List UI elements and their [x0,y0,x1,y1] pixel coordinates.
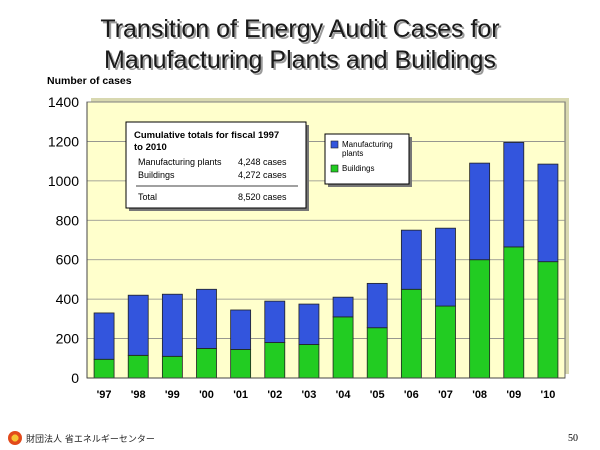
y-tick-label: 0 [71,370,79,386]
logo-emblem-icon [8,431,22,445]
bar-segment-buildings [230,349,252,379]
y-tick-label: 600 [56,252,80,268]
bar-segment-buildings [298,344,320,379]
x-tick-label: '98 [131,389,146,401]
x-tick-label: '03 [301,389,316,401]
y-tick-label: 200 [56,331,80,347]
bar-segment-manufacturing-plants [230,309,252,350]
organization-logo: 財団法人 省エネルギーセンター [8,431,155,445]
bar-segment-buildings [196,348,217,379]
bar-segment-manufacturing-plants [469,162,491,261]
y-tick-label: 400 [56,291,80,307]
summary-row-value: 4,248 cases [238,157,287,167]
x-tick-label: '08 [472,389,487,401]
x-tick-label: '07 [438,389,453,401]
bar-segment-buildings [537,261,559,379]
bar-segment-buildings [264,342,286,379]
slide-title-line-1: Transition of Energy Audit Cases for [100,15,500,43]
summary-row-value: 4,272 cases [238,170,287,180]
bar-segment-buildings [93,358,115,379]
bar-segment-buildings [161,355,183,379]
bar-segment-manufacturing-plants [400,229,422,290]
x-tick-label: '99 [165,389,180,401]
y-tick-label: 1000 [48,173,79,189]
slide-title-line-2: Manufacturing Plants and Buildings [104,46,496,74]
summary-total-value: 8,520 cases [238,192,287,202]
y-tick-label: 800 [56,212,80,228]
legend-label-cont: plants [342,149,363,158]
bar-segment-manufacturing-plants [264,300,286,343]
legend-swatch [330,140,339,149]
x-tick-label: '02 [267,389,282,401]
x-tick-label: '10 [540,389,555,401]
bar-segment-manufacturing-plants [435,227,456,307]
bar-segment-buildings [400,288,422,379]
bar-segment-buildings [127,354,149,379]
x-tick-label: '04 [336,389,352,401]
slide-title: Transition of Energy Audit Cases for Man… [0,14,600,76]
legend-label: Buildings [342,164,374,173]
bar-segment-manufacturing-plants [366,282,388,329]
y-tick-label: 1400 [48,94,79,110]
organization-name: 財団法人 省エネルギーセンター [26,434,155,445]
bar-segment-manufacturing-plants [93,312,115,360]
x-tick-label: '00 [199,389,214,401]
x-tick-label: '05 [370,389,385,401]
page-number: 50 [568,433,578,444]
x-tick-label: '01 [233,389,248,401]
bar-segment-manufacturing-plants [161,293,183,357]
x-tick-label: '06 [404,389,419,401]
bar-segment-manufacturing-plants [298,303,320,345]
x-tick-label: '09 [506,389,521,401]
summary-row-label: Buildings [138,170,175,180]
bar-segment-manufacturing-plants [127,294,149,356]
bar-segment-manufacturing-plants [196,288,217,349]
summary-heading-cont: to 2010 [134,142,167,153]
bar-segment-manufacturing-plants [537,163,559,263]
y-axis-label: Number of cases [47,75,132,87]
bar-segment-manufacturing-plants [503,142,525,248]
bar-segment-buildings [503,246,525,379]
bar-segment-buildings [435,305,456,379]
legend-swatch [330,164,339,173]
y-tick-label: 1200 [48,133,79,149]
summary-heading: Cumulative totals for fiscal 1997 [134,130,279,141]
bar-segment-manufacturing-plants [332,296,354,318]
bar-segment-buildings [469,259,491,379]
legend-label: Manufacturing [342,140,393,149]
bar-segment-buildings [366,327,388,379]
summary-total-label: Total [138,192,157,202]
x-tick-label: '97 [97,389,112,401]
summary-row-label: Manufacturing plants [138,157,222,167]
bar-segment-buildings [332,316,354,379]
